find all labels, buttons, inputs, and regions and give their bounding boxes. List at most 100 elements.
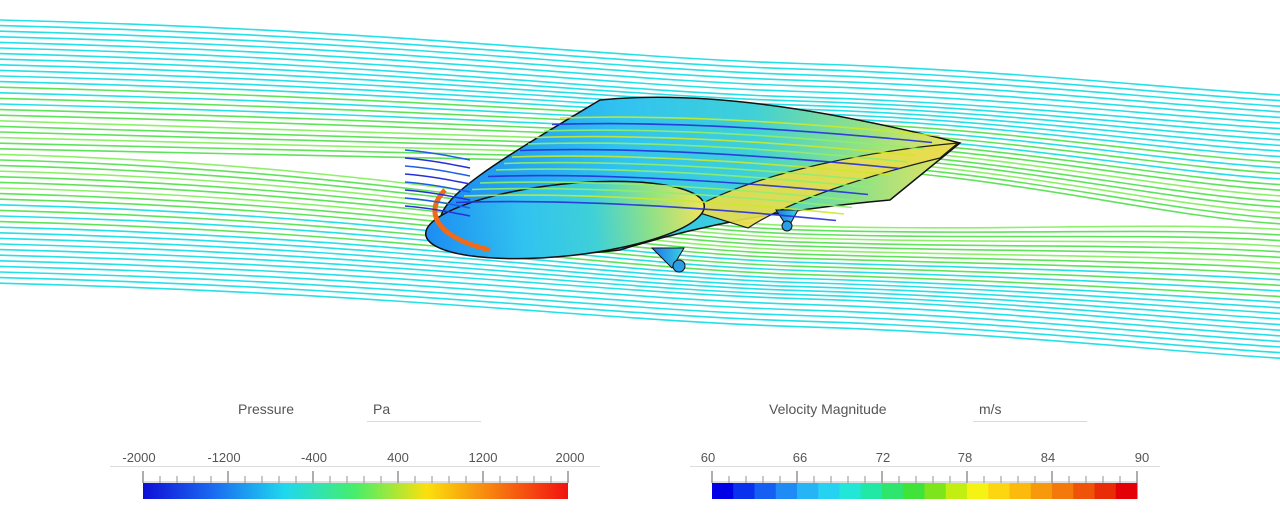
streamline [0,181,1280,259]
streamline [0,237,1280,315]
velocity-unit-box: m/s [973,401,1087,422]
color-bar-band [1052,483,1074,499]
streamline [0,265,1280,343]
surface-streamline [559,116,941,137]
streamline [0,271,1280,348]
surface-streamline [527,142,909,163]
velocity-tick-label: 60 [700,450,716,465]
surface-streamline [519,148,901,170]
color-bar-band [1030,483,1053,499]
velocity-tick-label: 84 [1040,450,1056,465]
pressure-tick-label: 2000 [555,450,585,465]
streamline [0,276,1280,354]
color-bar-band [839,483,862,499]
velocity-legend-title: Velocity Magnitude [769,401,887,417]
streamline [0,58,1280,135]
color-bar-band [1115,483,1138,499]
slow-flow-streamline [404,189,471,201]
color-bar-band [860,483,883,499]
slow-flow-streamline [404,197,471,209]
pressure-tick-label: -1200 [207,450,241,465]
streamline [0,215,1280,292]
slow-flow-streamline [404,181,471,193]
surface-streamline [503,161,885,183]
color-bar-band [988,483,1010,499]
streamline [0,41,1280,119]
pressure-label-underline [110,466,600,467]
pressure-tick-label: -400 [300,450,328,465]
leading-edge-stagnation [432,188,491,253]
velocity-tick-label: 90 [1134,450,1150,465]
streamline [0,176,1280,253]
color-bar-gradient [143,483,568,499]
pod-strut-front [650,247,685,269]
velocity-unit: m/s [979,401,1002,417]
pressure-unit-box: Pa [367,401,481,422]
pod-rear [781,220,793,232]
pressure-legend: Pressure Pa -2000 -1200 -400 400 1200 20… [110,395,600,505]
streamline [0,192,1280,270]
streamline [0,204,1280,281]
surface-streamline [543,129,925,150]
color-bar-band [1094,483,1117,499]
streamline [0,260,1280,337]
streamline [0,232,1280,309]
surface-streamline [479,181,861,202]
color-bar-band [712,483,734,499]
surface-streamline [511,155,893,176]
color-bar-band [903,483,925,499]
streamline [0,52,1280,130]
slow-flow-streamline [404,157,471,169]
streamline [0,36,1280,113]
color-bar-band [1073,483,1095,499]
slow-flow-streamline [404,205,471,217]
streamline [0,198,1280,275]
streamlines-front [404,116,941,222]
wingtip-fairing [424,180,706,260]
velocity-color-bar [711,471,1138,499]
surface-streamline [455,200,837,222]
color-bar-band [818,483,840,499]
streamline [0,226,1280,303]
streamline [0,187,1280,264]
color-bar-band [882,483,904,499]
pressure-tick-label: 400 [387,450,409,465]
color-bar-band [775,483,798,499]
slow-flow-streamline [404,173,471,185]
streamline [0,282,1280,359]
pod-front [672,259,686,273]
streamline [0,47,1280,124]
streamline [0,19,1280,96]
color-bar-band [967,483,989,499]
velocity-tick-label: 66 [792,450,808,465]
surface-streamline [495,168,877,189]
streamline [0,243,1280,320]
surface-streamline [471,187,853,209]
pressure-color-bar [142,471,569,499]
color-bar-band [945,483,968,499]
color-bar-band [1009,483,1032,499]
surface-streamline [463,194,845,215]
slow-flow-streamline [404,149,471,161]
color-bar-band [924,483,947,499]
flow-visualization-viewport[interactable] [0,0,1280,370]
streamline [0,220,1280,298]
pressure-tick-label: 1200 [468,450,498,465]
streamline [0,164,1280,242]
streamline [0,24,1280,102]
wing-model[interactable] [422,96,962,273]
streamline [0,248,1280,326]
surface-streamline [551,122,933,144]
color-bar-band [733,483,755,499]
pressure-legend-title: Pressure [238,401,295,417]
velocity-tick-label: 78 [957,450,973,465]
slow-flow-streamline [404,165,471,177]
velocity-legend: Velocity Magnitude m/s 60 66 72 78 84 90 [690,395,1160,505]
surface-streamline [487,174,869,196]
pod-strut-rear [775,209,799,229]
streamline [0,170,1280,247]
velocity-tick-label: 72 [875,450,891,465]
velocity-label-underline [690,466,1160,467]
streamline [0,254,1280,331]
streamline [0,209,1280,287]
